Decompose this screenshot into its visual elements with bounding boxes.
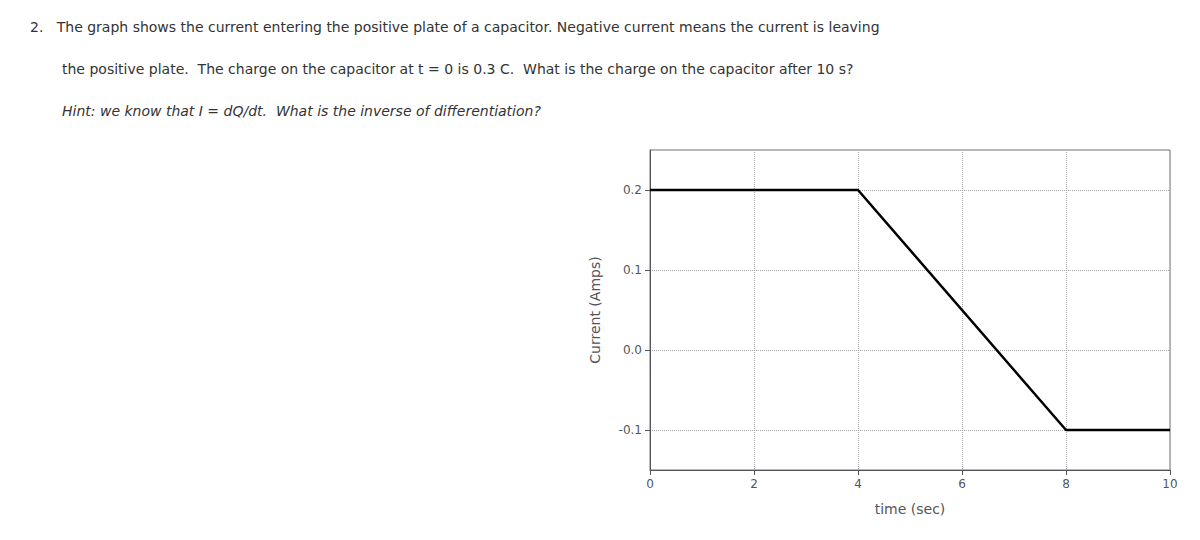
svg-text:Hint: we know that I = dQ/dt.: Hint: we know that I = dQ/dt. What is th… <box>62 103 541 119</box>
svg-text:10: 10 <box>1162 477 1177 491</box>
svg-text:0.2: 0.2 <box>623 183 642 197</box>
svg-text:6: 6 <box>958 477 966 491</box>
svg-text:0.0: 0.0 <box>623 343 642 357</box>
svg-text:Current (Amps): Current (Amps) <box>587 256 603 363</box>
svg-text:0: 0 <box>646 477 654 491</box>
svg-text:time (sec): time (sec) <box>875 501 946 517</box>
svg-text:the positive plate. The charg: the positive plate. The charge on the ca… <box>62 61 853 77</box>
svg-text:-0.1: -0.1 <box>619 423 642 437</box>
svg-text:4: 4 <box>854 477 862 491</box>
svg-text:0.1: 0.1 <box>623 263 642 277</box>
svg-text:8: 8 <box>1062 477 1070 491</box>
svg-text:2. The graph shows the curre: 2. The graph shows the current entering … <box>30 19 880 35</box>
svg-text:2: 2 <box>750 477 758 491</box>
